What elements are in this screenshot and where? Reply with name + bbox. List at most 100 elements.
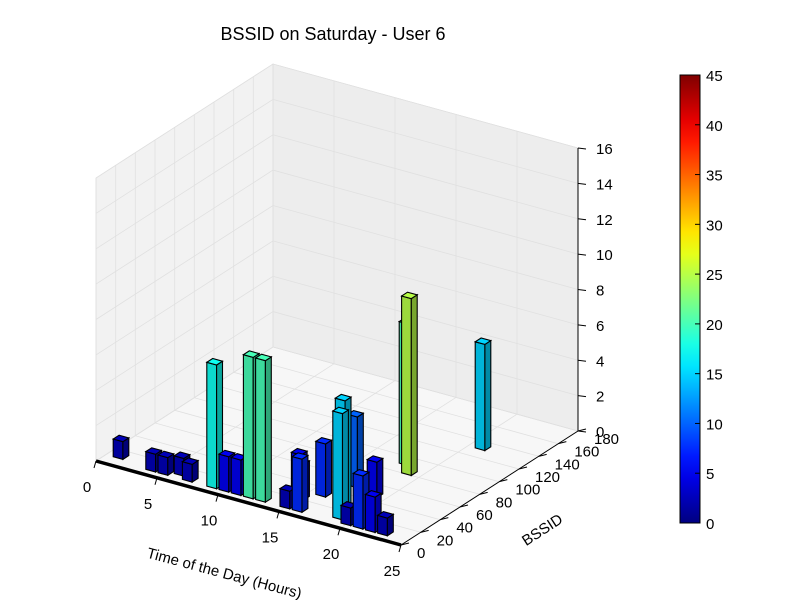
colorbar-tick-label: 25	[706, 267, 723, 284]
x-tick-mark	[215, 494, 219, 502]
bar-face-front	[230, 456, 242, 497]
bar	[254, 353, 273, 504]
bar-face-front	[157, 454, 169, 477]
y-tick-label: 140	[555, 456, 580, 473]
z-tick-mark	[577, 430, 587, 433]
bar-face-top	[205, 357, 224, 366]
bar-face-front	[474, 341, 486, 452]
colorbar-tick-label: 0	[706, 516, 714, 533]
bar	[290, 452, 310, 514]
bar-face-front	[332, 410, 344, 521]
bar-face-front	[340, 504, 352, 527]
z-tick-mark	[577, 289, 587, 291]
x-tick-mark	[337, 528, 341, 536]
colorbar: 0 5 10 15 20 25 30 35 40 45	[679, 68, 723, 533]
grid-line-z	[95, 134, 579, 250]
bar-face-front	[401, 295, 412, 477]
bar	[181, 457, 200, 484]
bar-face-top	[400, 291, 419, 300]
grid-line-z	[95, 169, 579, 285]
colorbar-tick-label: 15	[706, 367, 723, 384]
bar	[473, 337, 493, 452]
bar	[314, 437, 333, 499]
z-tick-mark	[577, 218, 587, 221]
x-tick-mark	[93, 460, 97, 469]
bar-face-top	[111, 434, 131, 443]
grid-line-z	[95, 205, 579, 320]
y-tick-label: 60	[476, 507, 493, 524]
bar-face-top	[473, 337, 493, 345]
bar-face-front	[279, 487, 291, 510]
bar-face-front	[181, 460, 193, 483]
z-tick-mark	[577, 253, 587, 256]
z-tick-label: 8	[596, 283, 604, 300]
z-tick-label: 10	[596, 247, 613, 264]
bar-face-side	[325, 439, 333, 499]
colorbar-gradient	[679, 74, 701, 524]
z-tick-label: 12	[596, 212, 613, 229]
bar	[400, 291, 419, 477]
x-axis-line	[95, 459, 402, 547]
bar-face-front	[112, 438, 124, 461]
y-tick-mark	[400, 542, 410, 546]
x-tick-label: 20	[323, 546, 340, 563]
x-tick-mark	[398, 544, 402, 553]
colorbar-tick-label: 30	[706, 217, 723, 234]
grid-line-z	[95, 98, 579, 214]
y-tick-mark	[440, 517, 449, 521]
bar-face-top	[290, 452, 310, 460]
bar-face-front	[291, 455, 303, 514]
x-tick-label: 15	[262, 529, 279, 546]
y-tick-label: 20	[437, 532, 454, 549]
bar-face-front	[145, 450, 157, 473]
y-tick-label: 0	[417, 545, 425, 562]
bar	[111, 434, 131, 461]
z-tick-label: 0	[596, 424, 604, 441]
y-tick-label: 120	[535, 469, 560, 486]
x-tick-label: 10	[201, 513, 218, 530]
colorbar-tick-label: 5	[706, 466, 714, 483]
bar-face-top	[172, 451, 192, 460]
bar-face-top	[346, 410, 365, 418]
z-tick-mark	[577, 324, 587, 327]
x-tick-mark	[154, 477, 158, 485]
bar-face-top	[364, 490, 383, 498]
y-tick-mark	[538, 453, 547, 457]
colorbar-tick-label: 45	[706, 68, 723, 85]
y-tick-label: 80	[496, 494, 513, 511]
y-tick-label: 40	[456, 520, 473, 537]
y-tick-mark	[499, 479, 508, 483]
z-tick-label: 14	[596, 176, 613, 193]
colorbar-tick-label: 35	[706, 168, 723, 185]
bar-face-top	[351, 469, 371, 477]
x-tick-label: 5	[144, 496, 152, 513]
x-tick-label: 0	[83, 479, 91, 496]
bar-face-side	[410, 293, 418, 477]
colorbar-tick-label: 20	[706, 317, 723, 334]
bar-face-top	[331, 406, 350, 415]
grid-line-z	[95, 275, 579, 391]
y-axis-line	[400, 430, 579, 546]
y-tick-label: 100	[515, 482, 540, 499]
chart-title: BSSID on Saturday - User 6	[220, 24, 445, 44]
bar-face-front	[352, 472, 364, 530]
bar-face-top	[242, 350, 261, 358]
z-tick-mark	[577, 182, 587, 185]
bar	[376, 511, 395, 537]
bar-face-top	[217, 449, 237, 458]
bar	[331, 406, 350, 521]
z-tick-label: 2	[596, 389, 604, 406]
bar-face-top	[181, 457, 200, 465]
y-tick-mark	[420, 529, 429, 533]
y-tick-mark	[479, 491, 488, 495]
bar-face-front	[315, 440, 327, 498]
y-tick-mark	[558, 441, 567, 445]
bar-face-top	[314, 437, 333, 445]
bars-layer	[111, 291, 493, 537]
bar-face-side	[484, 339, 492, 452]
bar-face-side	[264, 355, 272, 504]
y-axis-label: BSSID	[519, 511, 566, 550]
z-tick-mark	[577, 147, 587, 150]
y-tick-mark	[518, 466, 528, 470]
